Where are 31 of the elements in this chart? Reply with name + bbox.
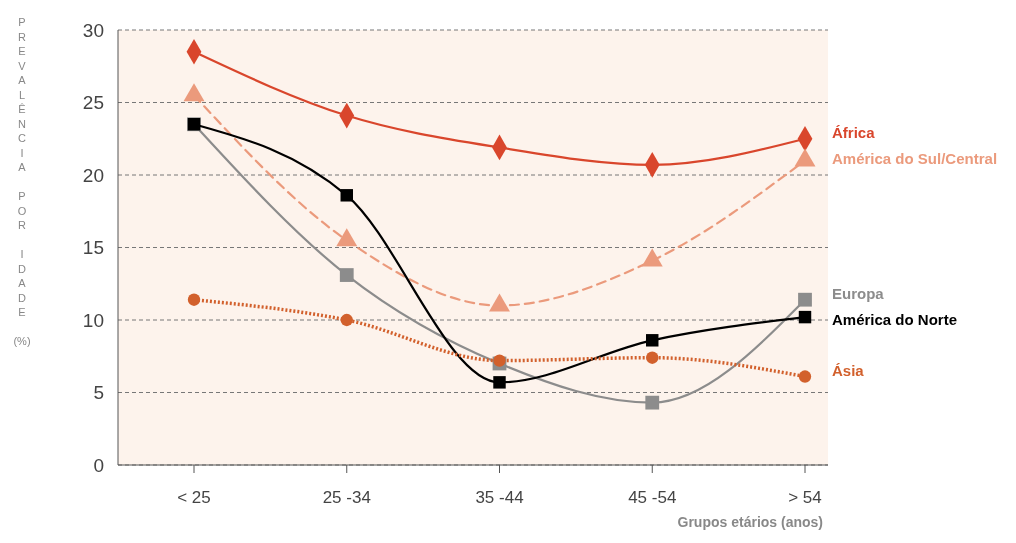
point <box>493 376 506 389</box>
point <box>798 310 812 324</box>
point <box>645 395 660 410</box>
y-tick-label: 30 <box>82 19 104 41</box>
y-tick-label: 5 <box>93 382 104 404</box>
text: PREVALÊNCIA POR IDADE (%) <box>13 16 31 347</box>
series-label: América do Norte <box>832 310 958 328</box>
point <box>493 354 506 367</box>
y-tick-label: 10 <box>82 309 104 331</box>
point <box>798 370 812 383</box>
y-tick-label: 0 <box>93 454 104 476</box>
y-tick-label: 20 <box>82 164 104 186</box>
series-label: África <box>832 124 876 141</box>
series-label: América do Sul/Central <box>832 150 998 167</box>
x-tick-label: > 54 <box>788 488 822 507</box>
y-tick-label: 15 <box>82 237 104 259</box>
point <box>187 293 201 306</box>
point <box>340 189 353 202</box>
point <box>798 292 812 307</box>
x-tick-label: < 25 <box>177 488 211 507</box>
series-label: Europa <box>832 284 885 302</box>
series-label: Ásia <box>832 361 865 379</box>
point <box>646 351 659 364</box>
x-tick-label: 45 -54 <box>628 488 677 507</box>
y-tick-label: 25 <box>82 92 104 114</box>
point <box>340 313 353 327</box>
x-axis-title: Grupos etários (anos) <box>677 514 823 530</box>
x-tick-label: 25 -34 <box>322 488 371 507</box>
x-tick-label: 35 -44 <box>475 488 524 507</box>
point <box>646 334 659 347</box>
point <box>339 268 354 282</box>
